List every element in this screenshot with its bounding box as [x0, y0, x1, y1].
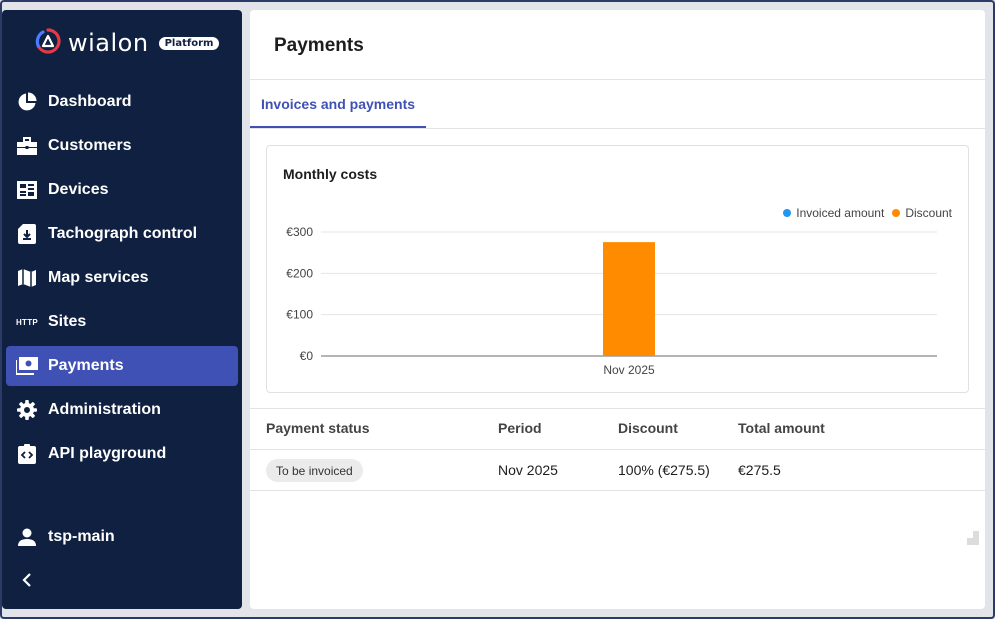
device-list-icon	[16, 179, 38, 201]
card-title: Monthly costs	[283, 166, 378, 182]
collapse-sidebar-button[interactable]	[16, 571, 38, 593]
row-divider	[250, 490, 985, 491]
legend-label: Invoiced amount	[796, 206, 885, 220]
logo-mark-icon	[34, 27, 62, 60]
sidebar-item-api-playground[interactable]: API playground	[6, 434, 238, 474]
user-name: tsp-main	[48, 528, 115, 545]
gear-icon	[16, 399, 38, 421]
sidebar-item-devices[interactable]: Devices	[6, 170, 238, 210]
column-header-total-amount[interactable]: Total amount	[738, 420, 825, 436]
y-tick-label: €300	[286, 225, 313, 239]
status-badge: To be invoiced	[266, 459, 363, 482]
sidebar-item-label: Map services	[48, 269, 149, 286]
sidebar-item-label: Tachograph control	[48, 225, 198, 242]
tab-divider	[250, 128, 985, 129]
legend-dot	[892, 209, 901, 217]
legend-dot	[783, 209, 792, 217]
pie-chart-icon	[16, 91, 38, 113]
logo-wordmark: wialon	[68, 29, 149, 57]
http-icon: HTTP	[15, 317, 39, 327]
cell-total-amount: €275.5	[738, 462, 781, 478]
active-tab-indicator	[250, 126, 426, 128]
tachograph-card-icon	[16, 223, 38, 245]
sidebar-item-label: Administration	[48, 401, 161, 418]
page-title: Payments	[274, 35, 364, 56]
sidebar-item-label: Payments	[48, 357, 124, 374]
tab-invoices-and-payments[interactable]: Invoices and payments	[260, 96, 416, 112]
briefcase-icon	[16, 135, 38, 157]
cell-discount: 100% (€275.5)	[618, 462, 710, 478]
chevron-left-icon	[22, 572, 32, 592]
cell-period: Nov 2025	[498, 462, 558, 478]
bar-discount	[603, 242, 655, 356]
sidebar-item-label: API playground	[48, 445, 167, 462]
sidebar-nav: Dashboard Customers Devices Tachograph c…	[6, 82, 238, 478]
column-header-payment-status[interactable]: Payment status	[266, 420, 370, 436]
x-tick-label: Nov 2025	[603, 363, 655, 377]
logo[interactable]: wialon Platform	[34, 27, 220, 60]
resize-grip-icon[interactable]	[967, 531, 979, 545]
sidebar-item-label: Devices	[48, 181, 109, 198]
y-tick-label: €0	[300, 349, 314, 363]
column-header-period[interactable]: Period	[498, 420, 542, 436]
header-divider	[250, 79, 985, 80]
legend-label: Discount	[905, 206, 952, 220]
monthly-costs-chart: €0 €100 €200 €300 Nov 2025	[286, 225, 937, 377]
monthly-costs-card: Monthly costs Invoiced amount Discount €…	[266, 145, 969, 393]
sidebar-item-administration[interactable]: Administration	[6, 390, 238, 430]
sidebar-item-sites[interactable]: HTTP Sites	[6, 302, 238, 342]
header-row-divider	[250, 449, 985, 450]
sidebar-item-label: Dashboard	[48, 93, 132, 110]
sidebar-item-customers[interactable]: Customers	[6, 126, 238, 166]
chart-legend: Invoiced amount Discount	[783, 206, 952, 220]
logo-badge: Platform	[158, 36, 220, 50]
user-menu[interactable]: tsp-main	[16, 526, 115, 548]
map-icon	[16, 267, 38, 289]
sidebar-item-tachograph-control[interactable]: Tachograph control	[6, 214, 238, 254]
payments-icon	[16, 355, 38, 377]
code-clipboard-icon	[16, 443, 38, 465]
legend-item-invoiced-amount[interactable]: Invoiced amount	[783, 206, 884, 220]
column-header-discount[interactable]: Discount	[618, 420, 678, 436]
sidebar-item-label: Sites	[48, 313, 87, 330]
main-panel: Payments Invoices and payments Monthly c…	[250, 10, 985, 609]
y-tick-label: €100	[286, 308, 313, 322]
sidebar: wialon Platform Dashboard Customers Devi…	[2, 10, 242, 609]
sidebar-item-payments[interactable]: Payments	[6, 346, 238, 386]
legend-item-discount[interactable]: Discount	[892, 206, 952, 220]
sidebar-item-label: Customers	[48, 137, 132, 154]
sidebar-item-map-services[interactable]: Map services	[6, 258, 238, 298]
table-top-divider	[250, 408, 985, 409]
y-tick-label: €200	[286, 266, 313, 280]
user-icon	[16, 526, 38, 548]
sidebar-item-dashboard[interactable]: Dashboard	[6, 82, 238, 122]
